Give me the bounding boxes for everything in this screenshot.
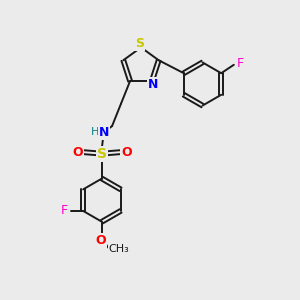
Text: O: O — [95, 234, 106, 247]
Text: F: F — [237, 57, 244, 70]
Text: F: F — [60, 204, 68, 218]
Text: N: N — [148, 78, 159, 91]
Text: O: O — [72, 146, 83, 159]
Text: O: O — [121, 146, 132, 159]
Text: S: S — [97, 147, 107, 160]
Text: H: H — [91, 127, 100, 137]
Text: N: N — [99, 125, 110, 139]
Text: CH₃: CH₃ — [109, 244, 129, 254]
Text: S: S — [135, 37, 144, 50]
